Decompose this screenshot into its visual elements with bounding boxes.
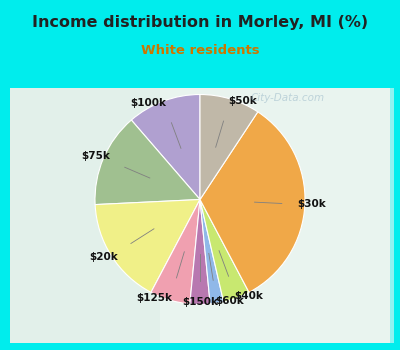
Text: City-Data.com: City-Data.com bbox=[251, 93, 325, 103]
Text: $40k: $40k bbox=[234, 291, 263, 301]
Text: $100k: $100k bbox=[130, 98, 166, 108]
Text: $125k: $125k bbox=[136, 293, 172, 303]
Text: $20k: $20k bbox=[89, 252, 118, 262]
Wedge shape bbox=[200, 199, 224, 304]
Wedge shape bbox=[131, 94, 200, 199]
Wedge shape bbox=[200, 199, 249, 302]
Text: $50k: $50k bbox=[228, 96, 257, 106]
Wedge shape bbox=[151, 199, 200, 304]
Wedge shape bbox=[200, 94, 258, 199]
Text: $75k: $75k bbox=[81, 151, 110, 161]
Wedge shape bbox=[95, 120, 200, 205]
Wedge shape bbox=[200, 112, 305, 292]
Wedge shape bbox=[95, 199, 200, 292]
Wedge shape bbox=[190, 199, 210, 304]
Text: White residents: White residents bbox=[141, 44, 259, 57]
Text: $150k: $150k bbox=[182, 297, 218, 307]
Text: $30k: $30k bbox=[298, 199, 326, 209]
Text: Income distribution in Morley, MI (%): Income distribution in Morley, MI (%) bbox=[32, 15, 368, 30]
Text: $60k: $60k bbox=[216, 296, 244, 306]
